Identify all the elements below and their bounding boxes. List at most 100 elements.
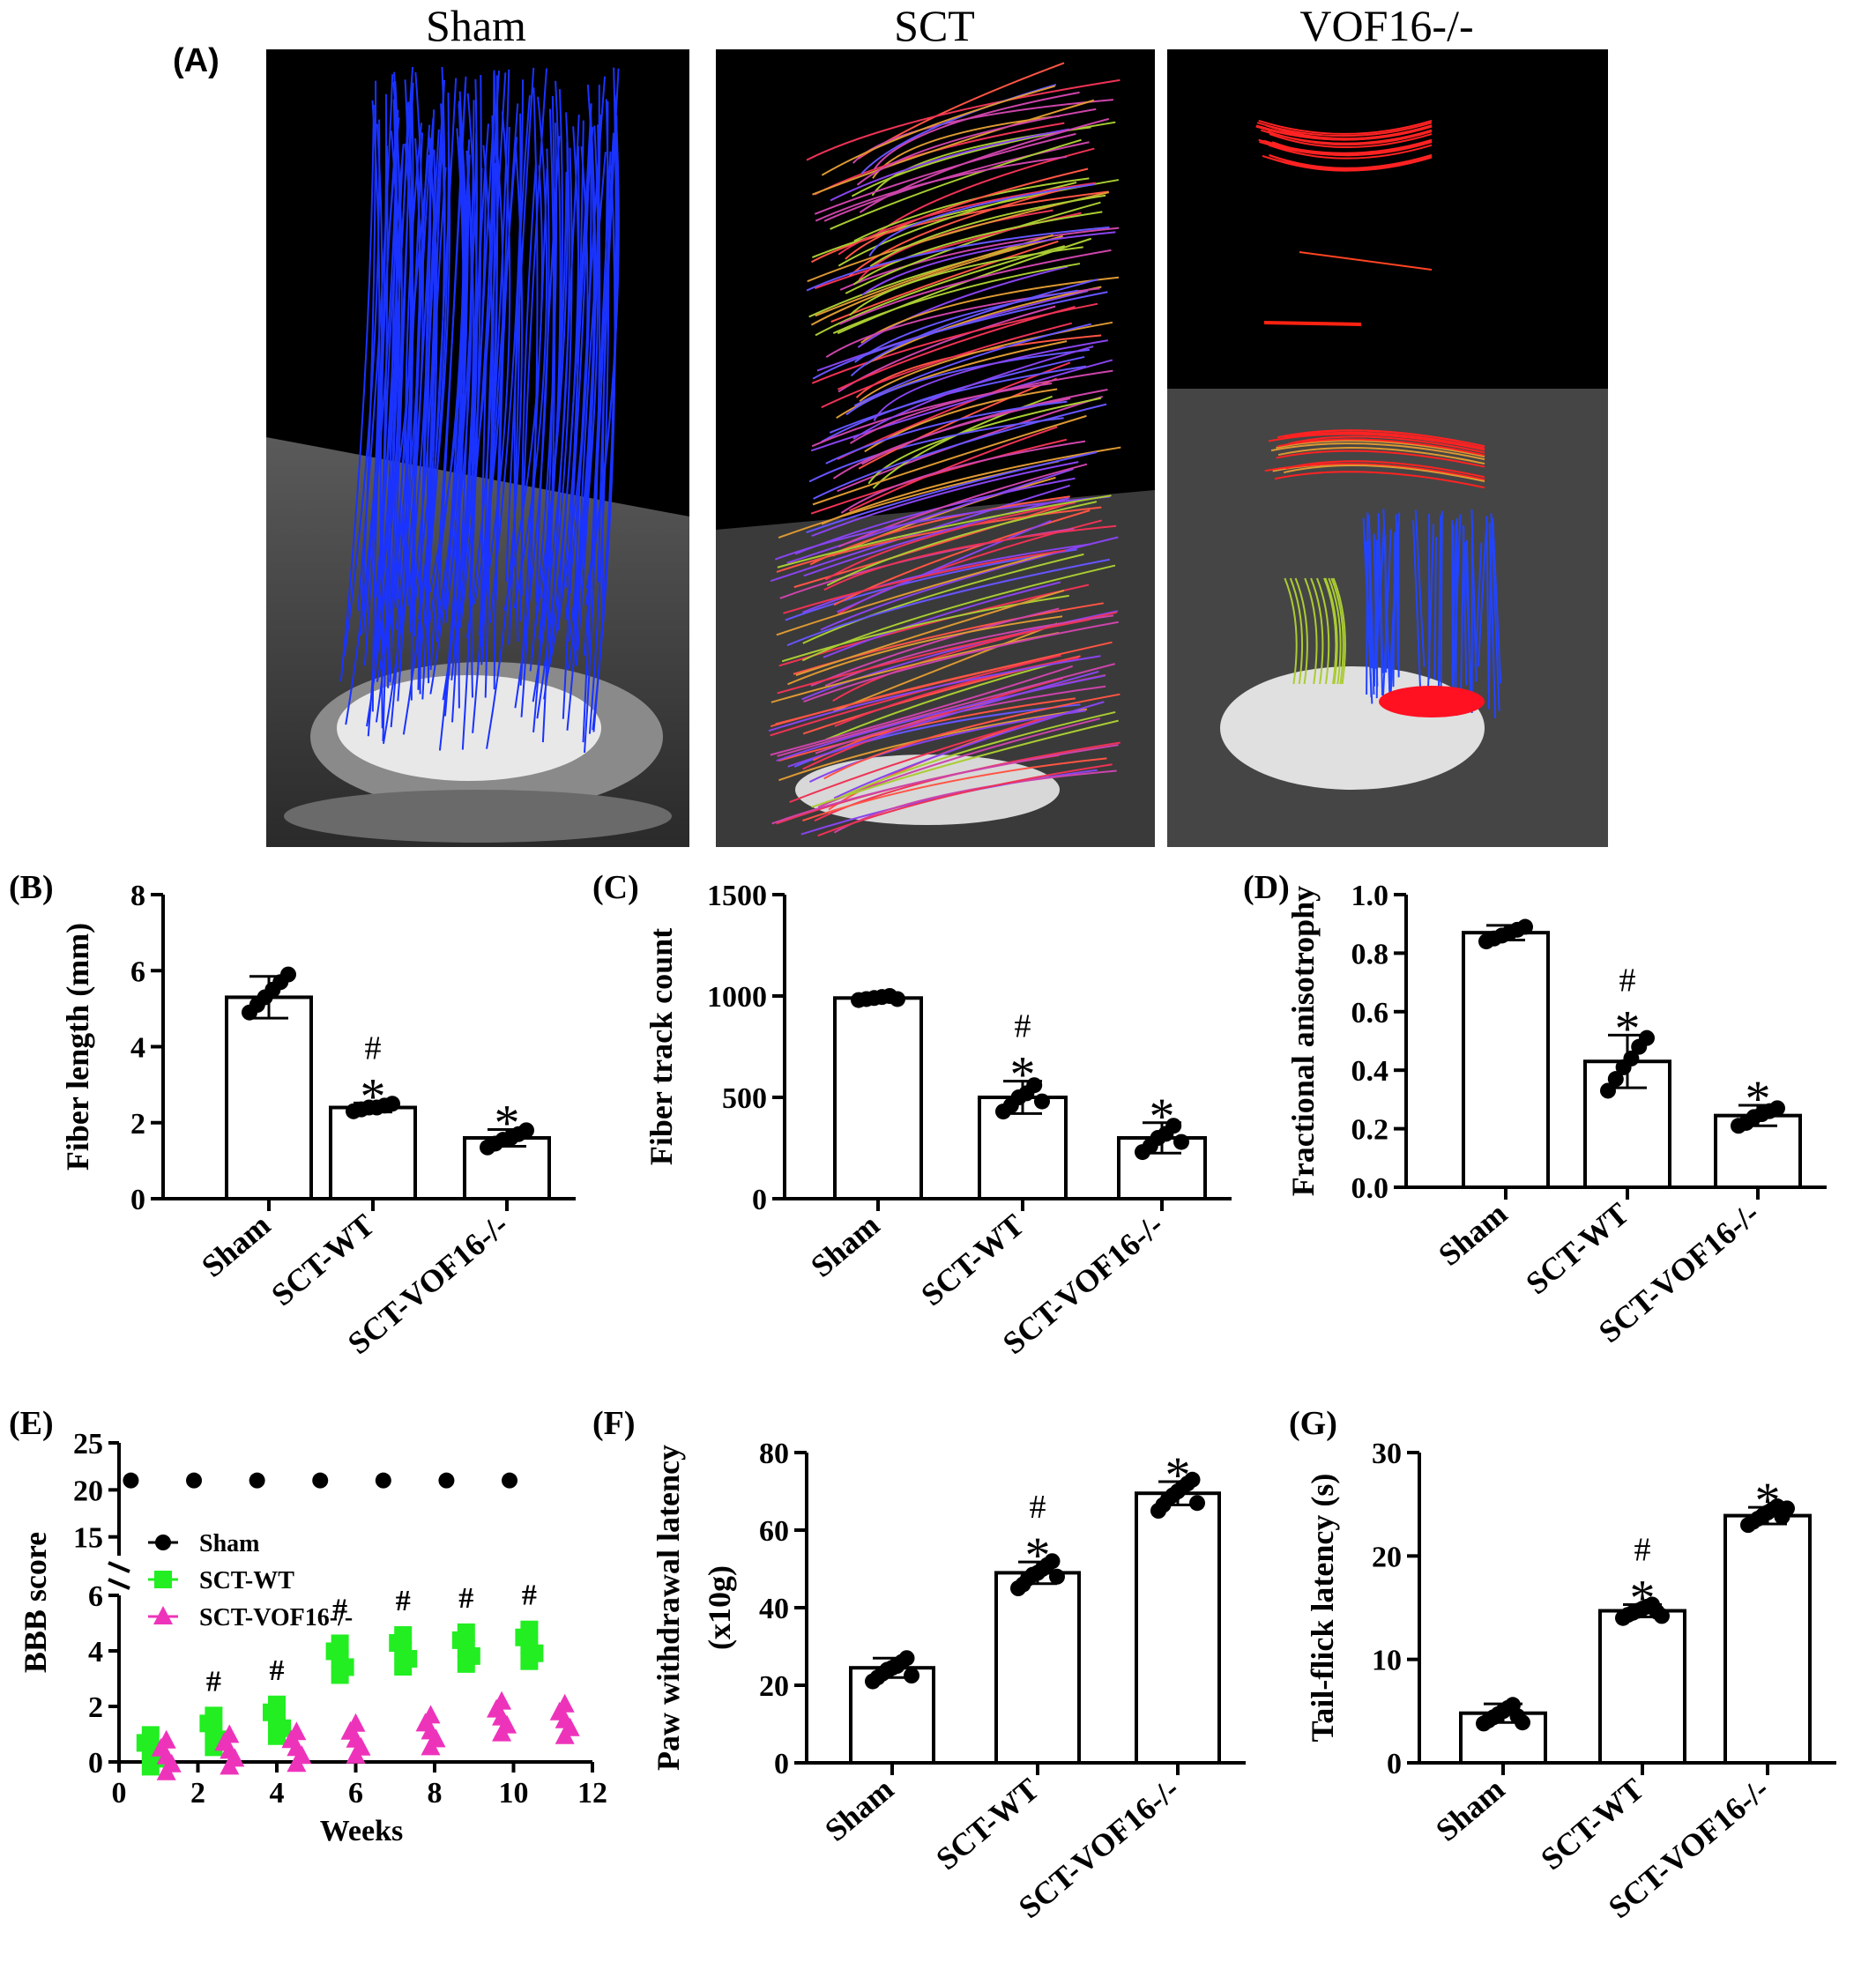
data-point bbox=[904, 1668, 919, 1683]
significance-mark: * bbox=[1746, 1070, 1771, 1127]
data-point bbox=[287, 1753, 307, 1773]
x-tick-label: 8 bbox=[428, 1777, 443, 1810]
data-point bbox=[1639, 1029, 1655, 1046]
panel-a-letter: (A) bbox=[173, 42, 220, 79]
data-point bbox=[1515, 1714, 1530, 1731]
y-tick-label: 0 bbox=[1387, 1748, 1402, 1780]
data-point bbox=[1184, 1471, 1201, 1488]
y-tick-label: 6 bbox=[130, 955, 145, 988]
data-point bbox=[890, 991, 905, 1007]
y-tick-label: 500 bbox=[722, 1082, 767, 1115]
data-point bbox=[1173, 1133, 1189, 1150]
chart-c: (C) 0 500 1000 1500 Fiber track count Sham SCT-… bbox=[592, 869, 1232, 1361]
data-point bbox=[280, 966, 296, 983]
y-tick-label: 8 bbox=[130, 880, 145, 912]
significance-mark: # bbox=[522, 1579, 537, 1612]
data-point bbox=[421, 1736, 441, 1756]
data-point bbox=[220, 1756, 240, 1775]
bar-sct-vof16-/- bbox=[1135, 1491, 1221, 1765]
legend-label: SCT-VOF16-/- bbox=[199, 1604, 353, 1631]
significance-mark: * bbox=[361, 1067, 386, 1125]
series-sct-wt: SCT-WT bbox=[136, 1567, 544, 1776]
x-tick-label: Sham bbox=[1432, 1195, 1514, 1272]
significance-mark: # bbox=[206, 1665, 221, 1698]
significance-mark: # bbox=[1015, 1008, 1031, 1045]
data-point bbox=[268, 1727, 286, 1745]
significance-mark: # bbox=[332, 1593, 347, 1625]
data-point bbox=[156, 1761, 176, 1780]
significance-mark: # bbox=[1634, 1531, 1651, 1568]
y-tick-label: 20 bbox=[759, 1670, 789, 1703]
legend-label: Sham bbox=[199, 1530, 259, 1557]
x-tick-label: SCT-WT bbox=[1519, 1195, 1635, 1301]
data-point bbox=[520, 1652, 539, 1670]
dti-image-vof16 bbox=[1167, 49, 1608, 847]
data-point bbox=[898, 1650, 915, 1667]
bar-sct-vof16-/- bbox=[463, 1136, 551, 1200]
data-point bbox=[1026, 1077, 1043, 1094]
data-point bbox=[457, 1654, 475, 1673]
y-tick-label: 0 bbox=[752, 1184, 767, 1216]
data-point bbox=[518, 1122, 534, 1139]
x-tick-label: Sham bbox=[804, 1207, 886, 1283]
dti-title-sct: SCT bbox=[894, 1, 975, 50]
data-point bbox=[502, 1472, 518, 1489]
data-point bbox=[1165, 1118, 1182, 1134]
data-point bbox=[1769, 1100, 1785, 1117]
y-tick-label: 2 bbox=[130, 1108, 145, 1141]
y-tick-label: 0 bbox=[774, 1748, 789, 1780]
y-axis-label: Fractional anisotrophy bbox=[1285, 886, 1321, 1196]
x-tick-label: 10 bbox=[499, 1777, 529, 1810]
data-point bbox=[331, 1666, 349, 1684]
dti-title-sham: Sham bbox=[426, 1, 526, 50]
significance-mark: # bbox=[1030, 1489, 1046, 1526]
panel-letter-g: (G) bbox=[1289, 1405, 1337, 1442]
significance-mark: * bbox=[1615, 1000, 1641, 1057]
x-tick-label: 12 bbox=[577, 1777, 607, 1810]
data-point bbox=[141, 1758, 160, 1776]
y-tick-label: 6 bbox=[88, 1580, 103, 1613]
significance-mark: * bbox=[1025, 1527, 1051, 1584]
dti-title-vof16: VOF16-/- bbox=[1299, 1, 1474, 50]
significance-mark: # bbox=[270, 1654, 285, 1687]
x-tick-label: SCT-WT bbox=[929, 1771, 1046, 1877]
significance-mark: * bbox=[1150, 1088, 1175, 1145]
significance-mark: * bbox=[1755, 1472, 1781, 1529]
y-axis-label: Paw withdrawal latency bbox=[651, 1445, 686, 1771]
x-axis-label: Weeks bbox=[320, 1815, 403, 1847]
y-tick-label: 40 bbox=[759, 1593, 789, 1625]
y-axis-label: Fiber track count bbox=[644, 928, 679, 1165]
data-point bbox=[1189, 1495, 1205, 1512]
y-tick-label: 1.0 bbox=[1351, 880, 1389, 912]
axis-break bbox=[108, 1561, 130, 1590]
x-tick-label: Sham bbox=[195, 1207, 277, 1283]
bar-sham bbox=[225, 995, 313, 1200]
bar-sham bbox=[849, 1666, 935, 1765]
data-point bbox=[186, 1472, 203, 1489]
significance-mark: * bbox=[495, 1095, 520, 1152]
bar-sct-vof16-/- bbox=[1723, 1513, 1812, 1765]
data-point bbox=[1034, 1093, 1050, 1110]
panel-letter-b: (B) bbox=[9, 869, 54, 906]
data-point bbox=[1607, 1071, 1624, 1088]
y-tick-label: 4 bbox=[130, 1032, 145, 1065]
x-tick-label: SCT-WT bbox=[1534, 1771, 1650, 1877]
bar-sct-wt bbox=[994, 1571, 1081, 1765]
data-point bbox=[205, 1738, 223, 1757]
data-point bbox=[394, 1658, 413, 1676]
significance-mark: # bbox=[458, 1582, 473, 1615]
y-tick-label: 0.2 bbox=[1351, 1114, 1389, 1147]
data-point bbox=[1049, 1568, 1065, 1585]
x-tick-label: Sham bbox=[1429, 1771, 1511, 1847]
x-tick-label: Sham bbox=[818, 1771, 900, 1847]
y-tick-label: 20 bbox=[1372, 1541, 1402, 1573]
panel-letter-d: (D) bbox=[1243, 869, 1290, 906]
data-point bbox=[1623, 1050, 1640, 1067]
x-tick-label: SCT-WT bbox=[914, 1207, 1031, 1312]
x-tick-label: 2 bbox=[190, 1777, 205, 1810]
data-point bbox=[312, 1472, 329, 1489]
y-tick-label: 15 bbox=[73, 1522, 103, 1555]
chart-g: (G) 0 10 20 30 Tail-flick latency (s) Sham SCT-… bbox=[1289, 1405, 1836, 1925]
